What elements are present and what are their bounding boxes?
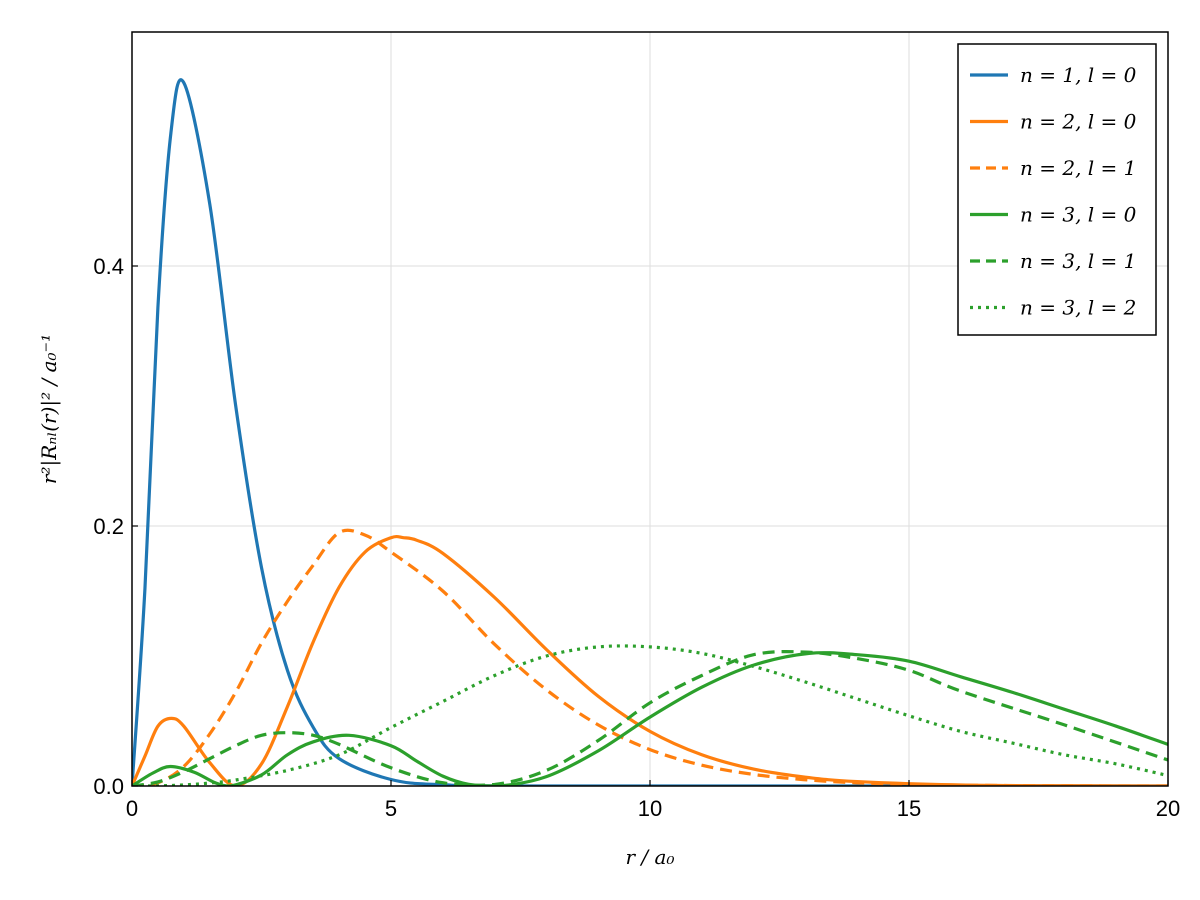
x-tick-label: 20 — [1156, 796, 1180, 821]
legend: n = 1, l = 0 n = 2, l = 0 n = 2, l = 1 n = … — [957, 43, 1157, 336]
x-axis-ticks: 0 5 10 15 20 — [126, 780, 1180, 821]
legend-label-5: n = 3, l = 1 — [1020, 249, 1136, 273]
x-tick-label: 10 — [638, 796, 662, 821]
legend-label-6: n = 3, l = 2 — [1020, 296, 1136, 320]
x-tick-label: 15 — [897, 796, 921, 821]
series-line-3 — [132, 528, 1168, 786]
legend-label-3: n = 2, l = 1 — [1020, 156, 1136, 180]
legend-label-4: n = 3, l = 0 — [1020, 203, 1137, 227]
legend-label-1: n = 1, l = 0 — [1020, 63, 1137, 87]
legend-box — [957, 43, 1157, 336]
y-tick-label: 0.4 — [93, 254, 124, 279]
series-line-5 — [132, 650, 1168, 786]
y-axis-ticks: 0.0 0.2 0.4 — [93, 254, 138, 799]
x-tick-label: 0 — [126, 796, 138, 821]
y-axis-label: r²|Rₙₗ(r)|² / a₀⁻¹ — [37, 334, 62, 484]
legend-label-2: n = 2, l = 0 — [1020, 110, 1137, 134]
y-tick-label: 0.0 — [93, 774, 124, 799]
x-tick-label: 5 — [385, 796, 397, 821]
x-axis-label: r / a₀ — [626, 845, 675, 869]
y-tick-label: 0.2 — [93, 514, 124, 539]
series-line-2 — [132, 534, 1168, 786]
